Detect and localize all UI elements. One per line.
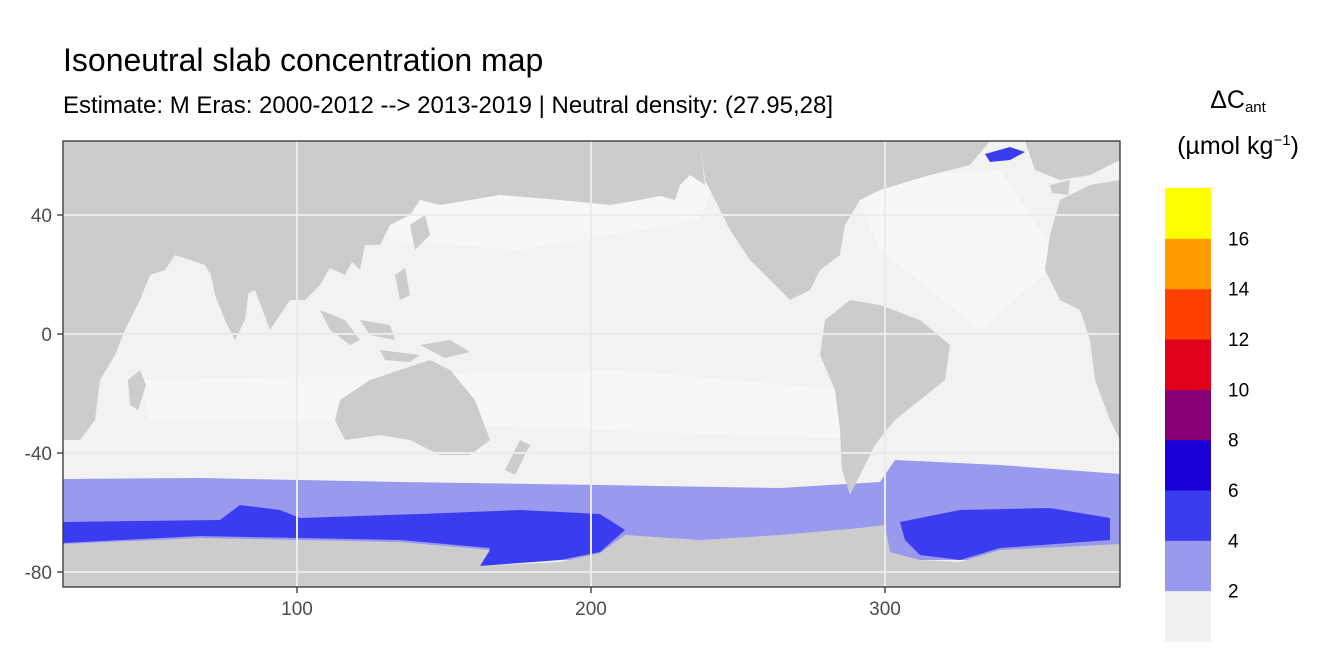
legend-tick-label: 12 — [1228, 330, 1249, 351]
y-axis: 40 0 -40 -80 — [25, 206, 63, 584]
legend-swatch — [1165, 188, 1211, 239]
indonesia — [320, 310, 420, 362]
legend-tick-label: 10 — [1228, 380, 1249, 401]
legend-tick-label: 16 — [1228, 229, 1249, 250]
philippines — [395, 268, 410, 300]
chart-subtitle: Estimate: M Eras: 2000-2012 --> 2013-201… — [63, 92, 833, 119]
x-axis: 100 200 300 — [281, 587, 901, 620]
southern-ocean-core-dark — [63, 505, 625, 566]
australia — [335, 360, 490, 455]
x-tick-label: 200 — [575, 599, 607, 620]
gridlines — [63, 141, 1120, 587]
weddell-sea-core-dark — [900, 508, 1110, 560]
legend-swatch — [1165, 339, 1211, 390]
legend-title-sub: ant — [1244, 99, 1266, 116]
y-tick-label: -40 — [25, 444, 52, 465]
legend-swatch — [1165, 590, 1211, 642]
iceland — [1050, 180, 1070, 195]
greenland — [1025, 141, 1120, 180]
legend-tick-label: 6 — [1228, 481, 1239, 502]
legend-swatch — [1165, 540, 1211, 592]
north-america — [700, 141, 990, 300]
new-zealand — [505, 440, 530, 475]
y-tick-label: 40 — [31, 206, 52, 227]
x-tick-label: 300 — [869, 599, 901, 620]
legend-unit-close: ) — [1290, 131, 1299, 160]
new-guinea — [420, 340, 470, 358]
legend-swatch — [1165, 389, 1211, 441]
legend-unit-sup: −1 — [1273, 131, 1291, 149]
legend-swatch — [1165, 439, 1211, 491]
y-tick-label: 0 — [41, 325, 52, 346]
legend-tick-label: 8 — [1228, 431, 1239, 452]
legend-tick-label: 4 — [1228, 531, 1239, 552]
legend-swatch — [1165, 238, 1211, 290]
chart-title: Isoneutral slab concentration map — [63, 42, 544, 78]
japan — [410, 215, 430, 250]
legend-unit-base: (µmol kg — [1177, 131, 1274, 160]
legend-tick-label: 14 — [1228, 280, 1250, 301]
north-atlantic-patch — [985, 147, 1025, 162]
madagascar — [128, 370, 146, 410]
legend-tick-label: 2 — [1228, 582, 1239, 603]
legend-swatch — [1165, 288, 1211, 340]
legend-colorbar: 2 4 6 8 10 12 14 16 — [1165, 188, 1250, 642]
legend-title-main: ΔC — [1210, 86, 1245, 114]
legend-swatch — [1165, 490, 1211, 541]
legend-title: ΔCant (µmol kg−1) — [1158, 84, 1318, 162]
x-tick-label: 100 — [281, 599, 313, 620]
y-tick-label: -80 — [25, 563, 52, 584]
india — [210, 270, 250, 340]
europe-africa — [1045, 180, 1120, 440]
